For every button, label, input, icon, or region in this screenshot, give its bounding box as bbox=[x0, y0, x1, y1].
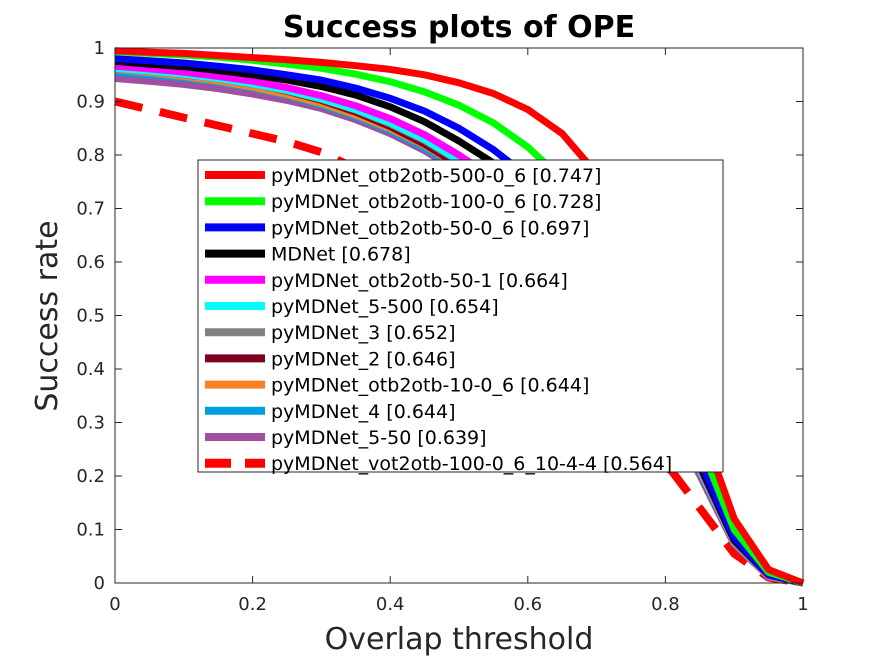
tick-layer: 0 0.2 0.4 0.6 0.8 1 0 0.1 0.2 0.3 0.4 0.5 0.6 0.7 0.8 0… bbox=[76, 38, 808, 615]
y-tick-label: 0.6 bbox=[76, 252, 105, 273]
x-axis-label: Overlap threshold bbox=[325, 622, 594, 657]
legend-label-6: pyMDNet_5-500 [0.654] bbox=[271, 296, 499, 318]
x-tick-label: 0.2 bbox=[238, 594, 267, 615]
y-tick-label: 0.7 bbox=[76, 199, 105, 220]
legend: pyMDNet_otb2otb-500-0_6 [0.747] pyMDNet_o… bbox=[197, 159, 724, 475]
legend-items: pyMDNet_otb2otb-500-0_6 [0.747] pyMDNet_o… bbox=[205, 165, 672, 475]
y-tick-label: 0.1 bbox=[76, 520, 105, 541]
y-tick-label: 1 bbox=[94, 38, 105, 59]
chart-title: Success plots of OPE bbox=[283, 10, 635, 45]
y-tick-label: 0.9 bbox=[76, 92, 105, 113]
y-tick-label: 0.2 bbox=[76, 466, 105, 487]
legend-label-9: pyMDNet_otb2otb-10-0_6 [0.644] bbox=[271, 375, 589, 397]
y-tick-label: 0.8 bbox=[76, 145, 105, 166]
legend-label-10: pyMDNet_4 [0.644] bbox=[271, 401, 456, 423]
legend-box bbox=[197, 159, 724, 473]
legend-label-2: pyMDNet_otb2otb-100-0_6 [0.728] bbox=[271, 191, 601, 213]
y-tick-label: 0.3 bbox=[76, 413, 105, 434]
x-tick-label: 0 bbox=[109, 594, 120, 615]
legend-label-8: pyMDNet_2 [0.646] bbox=[271, 348, 456, 370]
x-tick-label: 0.8 bbox=[651, 594, 680, 615]
x-tick-label: 0.4 bbox=[376, 594, 405, 615]
y-tick-label: 0 bbox=[94, 573, 105, 594]
y-tick-label: 0.5 bbox=[76, 306, 105, 327]
x-tick-label: 0.6 bbox=[513, 594, 542, 615]
legend-label-11: pyMDNet_5-50 [0.639] bbox=[271, 427, 487, 449]
legend-label-5: pyMDNet_otb2otb-50-1 [0.664] bbox=[271, 270, 568, 292]
legend-label-12: pyMDNet_vot2otb-100-0_6_10-4-4 [0.564] bbox=[271, 453, 672, 475]
legend-label-7: pyMDNet_3 [0.652] bbox=[271, 322, 456, 344]
y-axis-label: Success rate bbox=[30, 220, 65, 411]
x-tick-label: 1 bbox=[797, 594, 808, 615]
legend-label-4: MDNet [0.678] bbox=[271, 244, 411, 266]
y-tick-label: 0.4 bbox=[76, 359, 105, 380]
legend-label-1: pyMDNet_otb2otb-500-0_6 [0.747] bbox=[271, 165, 601, 187]
legend-label-3: pyMDNet_otb2otb-50-0_6 [0.697] bbox=[271, 217, 589, 239]
